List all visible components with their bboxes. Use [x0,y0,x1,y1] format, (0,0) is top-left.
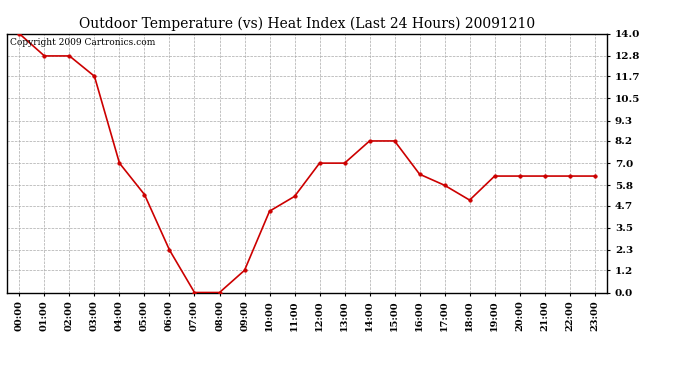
Text: Copyright 2009 Cartronics.com: Copyright 2009 Cartronics.com [10,38,155,46]
Title: Outdoor Temperature (vs) Heat Index (Last 24 Hours) 20091210: Outdoor Temperature (vs) Heat Index (Las… [79,17,535,31]
